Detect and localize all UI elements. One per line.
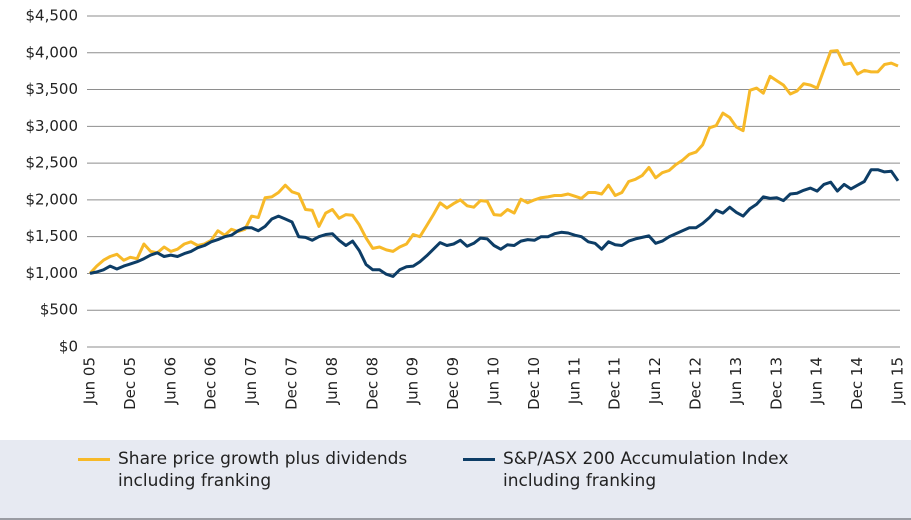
y-tick-label: $500 — [40, 301, 78, 319]
y-tick-label: $3,500 — [26, 80, 79, 98]
x-tick-label: Jun 14 — [808, 357, 826, 405]
x-tick-label: Jun 09 — [404, 357, 422, 405]
y-tick-label: $1,000 — [26, 264, 79, 282]
legend-entry: Share price growth plus dividends includ… — [78, 448, 458, 492]
x-tick-label: Jun 15 — [889, 357, 907, 405]
x-tick-label: Dec 11 — [606, 357, 624, 410]
chart: $0 $500 $1,000 $1,500 $2,000 $2,500 $3,000 $3,5… — [0, 0, 911, 440]
legend-swatch — [78, 458, 110, 461]
x-tick-label: Jun 13 — [727, 357, 745, 405]
x-tick-label: Dec 07 — [283, 357, 301, 410]
y-tick-label: $0 — [59, 338, 78, 356]
x-tick-label: Dec 08 — [363, 357, 381, 410]
bottom-rule — [0, 518, 911, 520]
y-tick-label: $4,500 — [26, 7, 79, 25]
x-tick-label: Jun 05 — [81, 357, 99, 405]
x-tick-label: Dec 13 — [767, 357, 785, 410]
y-tick-label: $2,000 — [26, 190, 79, 208]
x-tick-label: Dec 06 — [202, 357, 220, 410]
x-tick-label: Dec 14 — [848, 357, 866, 410]
x-tick-label: Dec 05 — [121, 357, 139, 410]
x-tick-label: Jun 10 — [485, 357, 503, 405]
line-series — [88, 49, 899, 275]
y-tick-label: $1,500 — [26, 227, 79, 245]
x-tick-label: Jun 06 — [161, 357, 179, 405]
x-tick-label: Jun 08 — [323, 357, 341, 405]
x-tick-label: Jun 11 — [565, 357, 583, 405]
legend-label: Share price growth plus dividends includ… — [118, 449, 408, 491]
x-tick-label: Jun 07 — [242, 357, 260, 405]
legend-entry: S&P/ASX 200 Accumulation Index including… — [463, 448, 853, 492]
x-tick-label: Dec 09 — [444, 357, 462, 410]
legend: Share price growth plus dividends includ… — [0, 448, 911, 512]
y-tick-label: $3,000 — [26, 117, 79, 135]
legend-label: S&P/ASX 200 Accumulation Index including… — [503, 449, 789, 491]
y-tick-label: $4,000 — [26, 43, 79, 61]
line-series — [89, 168, 900, 278]
y-tick-label: $2,500 — [26, 154, 79, 172]
legend-swatch — [463, 458, 495, 461]
x-tick-label: Jun 12 — [646, 357, 664, 405]
x-tick-label: Dec 12 — [687, 357, 705, 410]
x-tick-label: Dec 10 — [525, 357, 543, 410]
